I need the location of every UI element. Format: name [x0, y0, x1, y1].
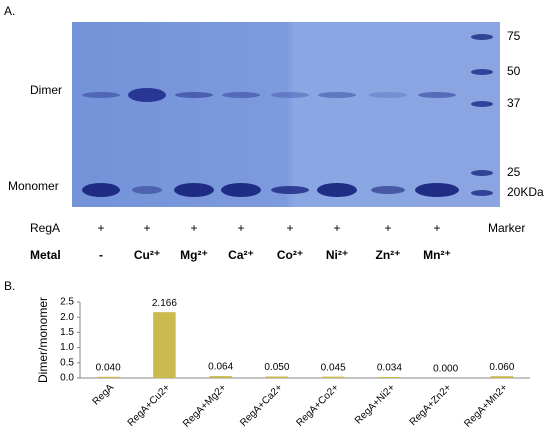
row-cell: - [99, 248, 103, 262]
value-label: 0.064 [208, 362, 233, 373]
row-cell: + [286, 221, 293, 235]
y-tick-label: 0.5 [60, 357, 74, 368]
marker-label: 25 [507, 165, 521, 179]
gel-band [317, 183, 357, 197]
panel-label: B. [4, 279, 15, 293]
gel-band [175, 92, 213, 98]
bar [96, 376, 120, 378]
row-label: Metal [30, 248, 61, 262]
x-tick-label: RegA [91, 382, 117, 408]
marker-label: 50 [507, 64, 521, 78]
gel-band [369, 92, 407, 98]
marker-label: 20KDa [507, 185, 544, 199]
x-tick-label: RegA+Ca2+ [238, 382, 285, 429]
gel-band [82, 183, 120, 197]
value-label: 0.000 [433, 364, 458, 375]
gel-band [132, 186, 162, 194]
bar [265, 376, 289, 378]
row-cell: + [433, 221, 440, 235]
gel-band [221, 183, 261, 197]
row-cell: Ca²⁺ [228, 248, 254, 262]
gel-band [415, 183, 459, 197]
y-tick-label: 1.0 [60, 342, 74, 353]
gel-band [174, 183, 214, 197]
marker-band [471, 101, 493, 107]
y-axis-label: Dimer/monomer [36, 297, 50, 383]
row-cell: Zn²⁺ [376, 248, 401, 262]
gel-image [72, 22, 500, 207]
marker-band [471, 170, 493, 176]
gel-band [418, 92, 456, 98]
gel-band [82, 92, 120, 98]
row-cell: + [237, 221, 244, 235]
marker-label: 75 [507, 29, 521, 43]
bar [378, 376, 401, 378]
x-tick-label: RegA+Zn2+ [408, 382, 454, 428]
y-tick-label: 2.5 [60, 297, 74, 308]
x-tick-label: RegA+Ni2+ [353, 382, 397, 426]
row-cell: + [384, 221, 391, 235]
y-tick-label: 2.0 [60, 312, 74, 323]
value-label: 0.034 [377, 363, 402, 374]
row-cell: + [333, 221, 340, 235]
bar [490, 376, 514, 378]
marker-band [471, 69, 493, 75]
row-cell: Mg²⁺ [180, 248, 208, 262]
row-cell: Cu²⁺ [134, 248, 160, 262]
x-tick-label: RegA+Co2+ [294, 382, 341, 429]
bar [209, 376, 232, 378]
row-end-label: Marker [488, 221, 525, 235]
x-tick-label: RegA+Mg2+ [181, 382, 229, 430]
row-cell: + [97, 221, 104, 235]
row-label: RegA [30, 221, 60, 235]
row-cell: + [143, 221, 150, 235]
row-cell: Ni²⁺ [326, 248, 348, 262]
row-cell: Co²⁺ [277, 248, 303, 262]
row-cell: + [190, 221, 197, 235]
gel-band [371, 186, 405, 194]
value-label: 0.060 [489, 362, 514, 373]
value-label: 0.045 [321, 362, 346, 373]
x-tick-label: RegA+Cu2+ [126, 382, 173, 429]
bar [153, 312, 176, 378]
band-label: Monomer [8, 179, 59, 193]
value-label: 2.166 [152, 298, 177, 309]
panel-label: A. [4, 4, 15, 18]
band-label: Dimer [30, 83, 62, 97]
value-label: 0.050 [264, 362, 289, 373]
row-cell: Mn²⁺ [423, 248, 451, 262]
marker-label: 37 [507, 96, 521, 110]
bar [321, 376, 345, 378]
gel-band [128, 88, 166, 102]
gel-band [271, 186, 309, 194]
marker-band [471, 190, 493, 196]
y-tick-label: 1.5 [60, 327, 74, 338]
y-tick-label: 0.0 [60, 373, 74, 384]
gel-band [318, 92, 356, 98]
x-tick-label: RegA+Mn2+ [462, 382, 510, 430]
marker-band [471, 34, 493, 40]
gel-band [222, 92, 260, 98]
value-label: 0.040 [96, 362, 121, 373]
gel-band [271, 92, 309, 98]
